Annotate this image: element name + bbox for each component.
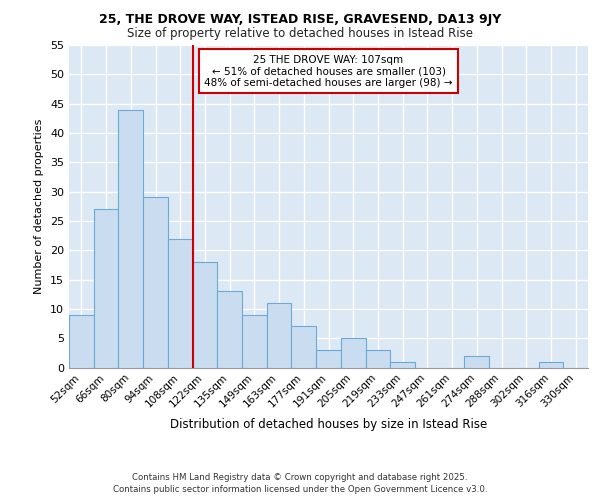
Bar [365,350,390,368]
X-axis label: Distribution of detached houses by size in Istead Rise: Distribution of detached houses by size … [170,418,487,430]
Bar [316,350,341,368]
Bar [143,198,168,368]
Bar [292,326,316,368]
Bar [193,262,217,368]
Text: Size of property relative to detached houses in Istead Rise: Size of property relative to detached ho… [127,28,473,40]
Bar [217,292,242,368]
Text: 25 THE DROVE WAY: 107sqm
← 51% of detached houses are smaller (103)
48% of semi-: 25 THE DROVE WAY: 107sqm ← 51% of detach… [204,54,453,88]
Bar [267,303,292,368]
Y-axis label: Number of detached properties: Number of detached properties [34,118,44,294]
Bar [390,362,415,368]
Bar [242,314,267,368]
Bar [69,314,94,368]
Bar [94,209,118,368]
Bar [341,338,365,368]
Bar [539,362,563,368]
Bar [118,110,143,368]
Bar [464,356,489,368]
Text: 25, THE DROVE WAY, ISTEAD RISE, GRAVESEND, DA13 9JY: 25, THE DROVE WAY, ISTEAD RISE, GRAVESEN… [99,12,501,26]
Bar [168,238,193,368]
Text: Contains HM Land Registry data © Crown copyright and database right 2025.
Contai: Contains HM Land Registry data © Crown c… [113,472,487,494]
